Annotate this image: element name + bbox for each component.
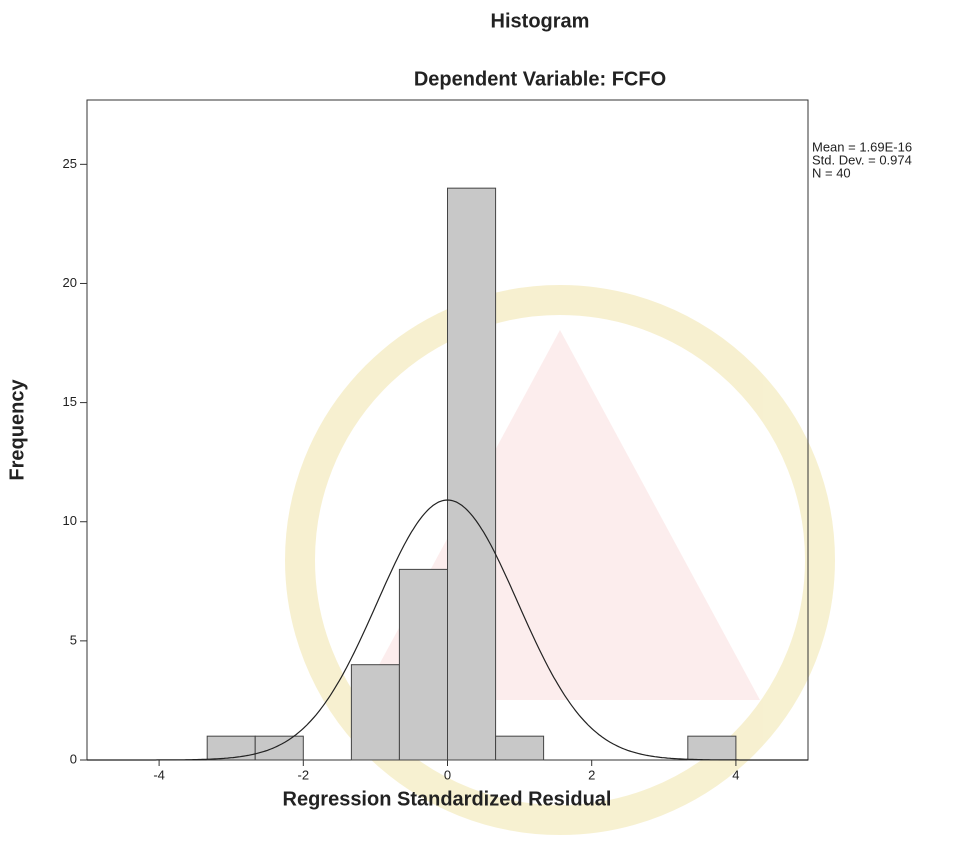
x-tick-label: 0 xyxy=(444,767,451,782)
x-tick-label: -4 xyxy=(153,767,165,782)
y-tick-label: 5 xyxy=(70,632,77,647)
normal-curve xyxy=(87,499,808,761)
y-axis-label: Frequency xyxy=(6,379,28,481)
stat-label: Mean = 1.69E-16 xyxy=(812,139,912,154)
y-tick-label: 0 xyxy=(70,751,77,766)
y-tick-label: 20 xyxy=(63,275,77,290)
y-tick-label: 10 xyxy=(63,513,77,528)
bar xyxy=(254,735,304,761)
x-tick-label: 2 xyxy=(588,767,595,782)
bar xyxy=(495,735,545,761)
stat-label: N = 40 xyxy=(812,165,851,180)
chart-subtitle: Dependent Variable: FCFO xyxy=(414,68,666,90)
bar xyxy=(687,735,737,761)
bar xyxy=(206,735,256,761)
bar xyxy=(398,568,448,761)
y-tick-label: 25 xyxy=(63,156,77,171)
chart-title: Histogram xyxy=(491,10,590,32)
x-tick-label: 4 xyxy=(732,767,739,782)
y-tick-label: 15 xyxy=(63,394,77,409)
bar xyxy=(350,664,400,761)
x-tick-label: -2 xyxy=(298,767,310,782)
bar xyxy=(447,187,497,761)
x-axis-label: Regression Standardized Residual xyxy=(283,788,612,810)
stat-label: Std. Dev. = 0.974 xyxy=(812,152,912,167)
